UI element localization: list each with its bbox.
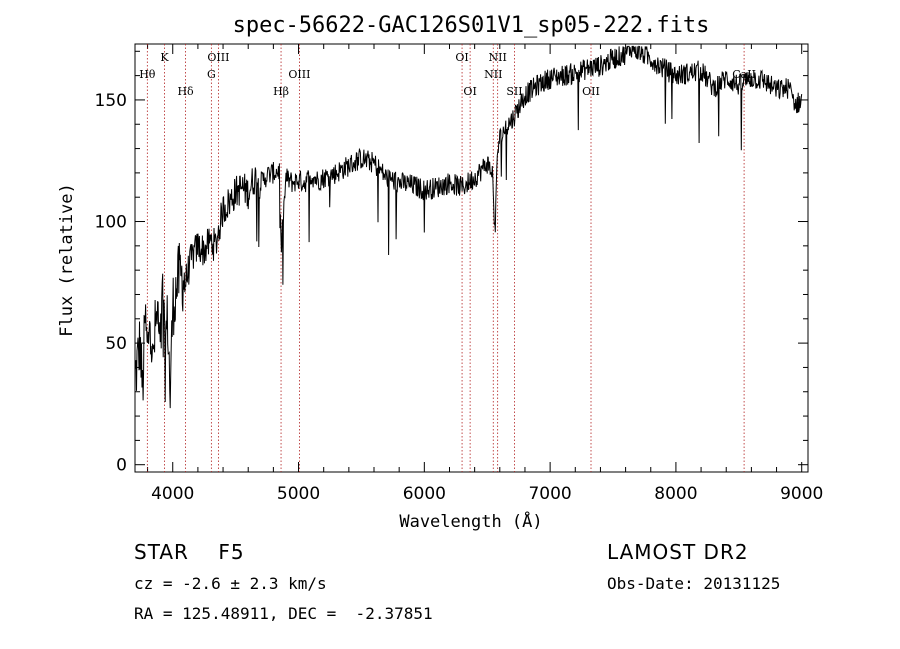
emission-line-label: SII [506, 85, 522, 98]
x-tick-label: 5000 [277, 484, 320, 504]
emission-line-label: OI [463, 85, 476, 98]
y-tick-label: 100 [95, 213, 127, 233]
plot-frame [134, 43, 809, 473]
emission-line-label: G [207, 68, 216, 81]
emission-line-label: NII [484, 68, 502, 81]
emission-line-label: K [160, 51, 169, 64]
classification-label: STAR F5 [134, 540, 245, 564]
emission-line-label: NII [489, 51, 507, 64]
x-tick-label: 6000 [403, 484, 446, 504]
velocity-label: cz = -2.6 ± 2.3 km/s [134, 574, 327, 593]
emission-line-label: OII [582, 85, 600, 98]
obs-date-label: Obs-Date: 20131125 [607, 574, 781, 593]
x-tick-label: 8000 [654, 484, 697, 504]
y-tick-label: 0 [116, 456, 127, 476]
emission-line-label: OI [455, 51, 468, 64]
y-axis-label: Flux (relative) [57, 183, 77, 337]
spectrum-trace [134, 45, 803, 409]
emission-line-label: Hβ [273, 85, 289, 98]
emission-line-label: Hθ [139, 68, 156, 81]
x-tick-label: 4000 [151, 484, 194, 504]
chart-title: spec-56622-GAC126S01V1_sp05-222.fits [233, 13, 710, 38]
y-tick-label: 50 [105, 334, 127, 354]
coordinates-label: RA = 125.48911, DEC = -2.37851 [134, 604, 433, 623]
survey-label: LAMOST DR2 [607, 540, 749, 564]
x-tick-label: 9000 [780, 484, 823, 504]
x-tick-label: 7000 [528, 484, 571, 504]
emission-line-label: Hδ [177, 85, 194, 98]
plot-axes: 4000 5000 6000 7000 8000 9000 0 50 100 150 [95, 43, 823, 504]
emission-line-label: OIII [207, 51, 229, 64]
y-tick-label: 150 [95, 91, 127, 111]
x-axis-label: Wavelength (Å) [399, 510, 542, 532]
emission-line-label: OIII [288, 68, 310, 81]
